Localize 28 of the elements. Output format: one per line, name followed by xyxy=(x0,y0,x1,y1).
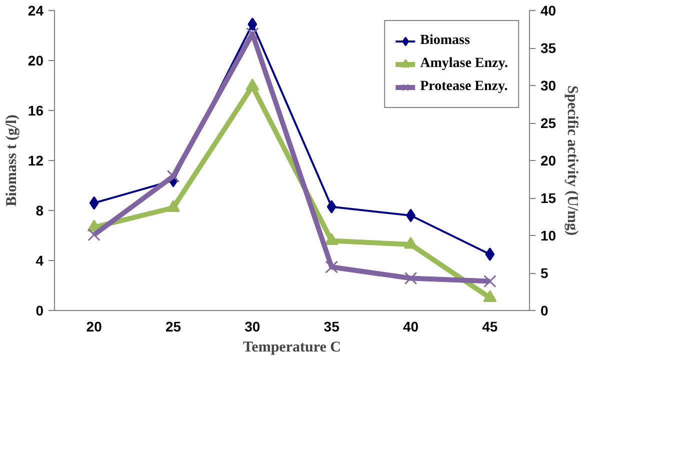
legend-label: Protease Enzy. xyxy=(420,79,508,95)
y2-tick-label: 5 xyxy=(540,265,548,281)
y-tick-label: 12 xyxy=(28,152,44,168)
y2-tick-label: 35 xyxy=(540,40,556,56)
x-tick-label: 45 xyxy=(482,318,498,334)
x-tick-label: 35 xyxy=(324,318,340,334)
x-tick-label: 20 xyxy=(86,318,102,334)
y-tick-label: 20 xyxy=(28,52,44,68)
x-tick-label: 25 xyxy=(165,318,182,334)
y2-tick-label: 10 xyxy=(540,228,556,244)
y-tick-label: 8 xyxy=(36,202,44,218)
y2-tick-label: 20 xyxy=(540,152,556,168)
legend-label: Amylase Enzy. xyxy=(420,56,508,72)
y-axis-title: Biomass t (g/l) xyxy=(4,114,20,206)
y2-tick-label: 40 xyxy=(540,2,556,18)
legend-label: Biomass xyxy=(420,33,470,49)
x-tick-label: 30 xyxy=(244,318,260,334)
x-tick-label: 40 xyxy=(402,318,419,334)
x-axis-title: Temperature C xyxy=(243,340,341,356)
y-tick-label: 0 xyxy=(36,302,44,318)
y2-tick-label: 30 xyxy=(540,78,556,94)
y-tick-label: 4 xyxy=(36,252,44,268)
y-tick-label: 16 xyxy=(28,102,44,118)
y2-axis-title: Specific activity (U/mg) xyxy=(564,86,580,236)
y2-tick-label: 15 xyxy=(540,190,556,206)
y2-tick-label: 0 xyxy=(540,302,548,318)
y2-tick-label: 25 xyxy=(540,115,556,131)
y-tick-label: 24 xyxy=(28,2,44,18)
